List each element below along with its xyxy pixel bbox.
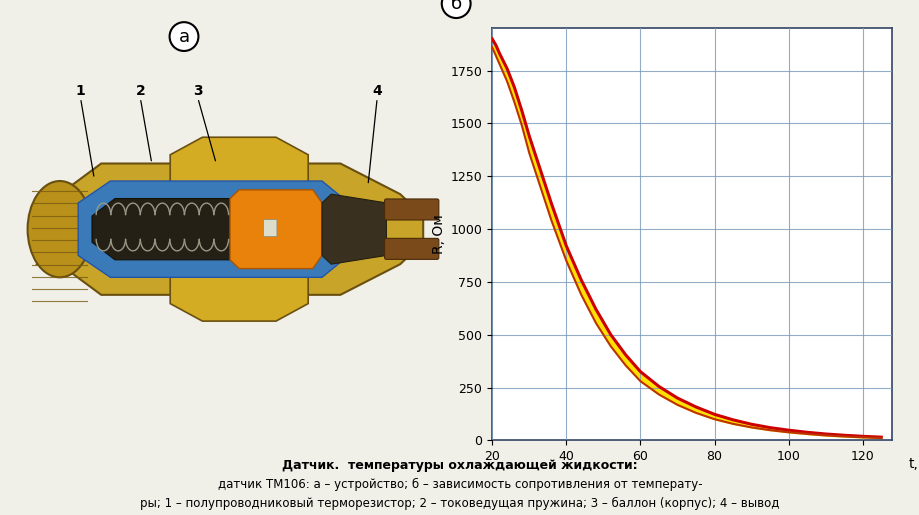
Polygon shape [37, 164, 423, 295]
Text: 1: 1 [75, 84, 85, 98]
Text: 4: 4 [372, 84, 381, 98]
Polygon shape [170, 138, 308, 321]
Text: а: а [178, 28, 189, 45]
Text: ры; 1 – полупроводниковый терморезистор; 2 – токоведущая пружина; 3 – баллон (ко: ры; 1 – полупроводниковый терморезистор;… [141, 497, 778, 510]
Y-axis label: R, Ом: R, Ом [432, 214, 446, 254]
FancyBboxPatch shape [384, 199, 438, 220]
Text: t,°C: t,°C [907, 457, 919, 471]
Text: 3: 3 [193, 84, 202, 98]
Polygon shape [78, 181, 354, 277]
Polygon shape [230, 190, 322, 269]
Text: датчик ТМ106: а – устройство; б – зависимость сопротивления от температу-: датчик ТМ106: а – устройство; б – зависи… [218, 478, 701, 491]
Polygon shape [92, 198, 230, 260]
Polygon shape [322, 194, 386, 264]
FancyBboxPatch shape [264, 219, 277, 236]
Text: 2: 2 [135, 84, 145, 98]
Text: б: б [450, 0, 461, 12]
FancyBboxPatch shape [384, 238, 438, 260]
Text: Датчик.  температуры охлаждающей жидкости:: Датчик. температуры охлаждающей жидкости… [282, 459, 637, 472]
Ellipse shape [28, 181, 92, 277]
